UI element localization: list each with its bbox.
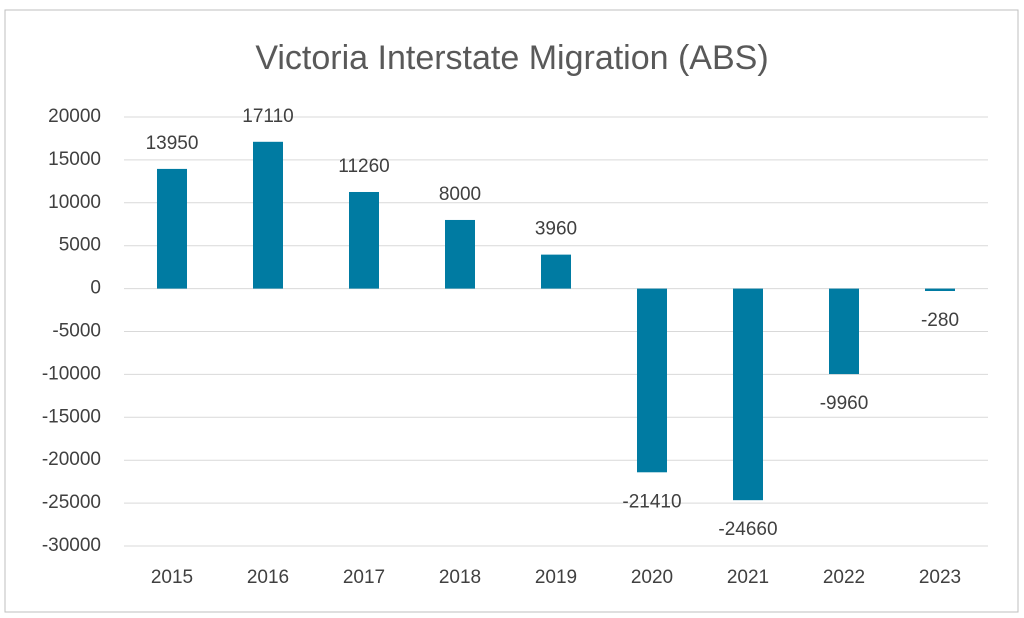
bar xyxy=(157,168,187,289)
y-tick-label: -15000 xyxy=(42,406,101,427)
x-tick-label: 2019 xyxy=(535,567,577,588)
y-tick-label: 20000 xyxy=(48,106,101,127)
bar xyxy=(925,288,955,292)
x-tick-label: 2020 xyxy=(631,567,673,588)
x-tick-label: 2023 xyxy=(919,567,961,588)
y-tick-label: 10000 xyxy=(48,192,101,213)
x-tick-label: 2021 xyxy=(727,567,769,588)
y-tick-label: 5000 xyxy=(59,235,101,256)
x-tick-label: 2015 xyxy=(151,567,193,588)
bar xyxy=(733,288,763,501)
bar xyxy=(445,219,475,289)
y-tick-label: -20000 xyxy=(42,449,101,470)
y-tick-label: 0 xyxy=(90,278,101,299)
y-tick-label: -10000 xyxy=(42,363,101,384)
data-label: -280 xyxy=(921,310,959,331)
data-label: 8000 xyxy=(439,184,481,205)
bar xyxy=(253,141,283,289)
bar xyxy=(541,254,571,289)
data-label: 11260 xyxy=(338,156,389,177)
data-label: 3960 xyxy=(535,219,577,240)
bar xyxy=(637,288,667,473)
data-label: 17110 xyxy=(242,106,293,127)
x-tick-label: 2018 xyxy=(439,567,481,588)
data-label: -21410 xyxy=(622,491,681,512)
data-label: 13950 xyxy=(146,133,199,154)
data-label: -24660 xyxy=(718,519,777,540)
y-tick-label: 15000 xyxy=(48,149,101,170)
x-tick-label: 2016 xyxy=(247,567,289,588)
x-tick-label: 2022 xyxy=(823,567,865,588)
bar xyxy=(349,191,379,289)
y-tick-label: -25000 xyxy=(42,492,101,513)
bar xyxy=(829,288,859,375)
chart-border xyxy=(4,9,1019,613)
data-label: -9960 xyxy=(820,393,869,414)
x-tick-label: 2017 xyxy=(343,567,385,588)
chart-title: Victoria Interstate Migration (ABS) xyxy=(255,39,768,77)
y-tick-label: -30000 xyxy=(42,535,101,556)
y-tick-label: -5000 xyxy=(52,321,101,342)
